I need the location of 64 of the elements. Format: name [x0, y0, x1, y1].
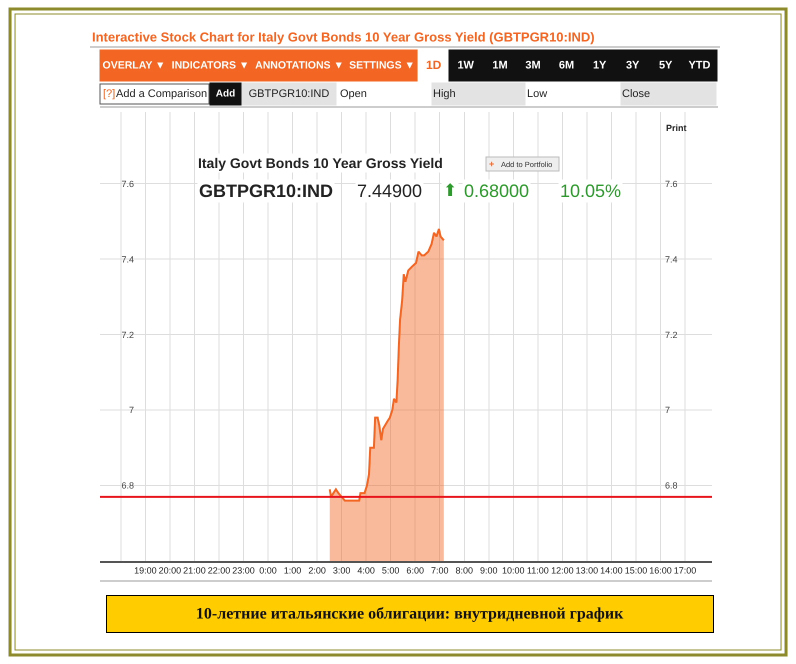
y-tick-label: 7.6 — [121, 178, 134, 189]
chart-title: Interactive Stock Chart for Italy Govt Bonds 10 Year Gross Yield (GBTPGR10:IND) — [92, 30, 595, 45]
text: 3M — [525, 60, 541, 72]
x-tick-label: 9:00 — [480, 566, 498, 576]
text: 1D — [426, 58, 442, 72]
text: 1Y — [592, 60, 608, 72]
annotation: 7.44900 — [357, 181, 422, 201]
y2-tick-label: 6.8 — [665, 480, 678, 491]
text: Add a Comparison — [116, 88, 208, 100]
text: INDICATORS ▼ — [172, 60, 250, 72]
x-tick-label: 15:00 — [624, 566, 648, 576]
y2-tick-label: 7.4 — [665, 254, 678, 264]
text: ANNOTATIONS ▼ — [255, 60, 344, 72]
x-tick-label: 21:00 — [183, 566, 206, 576]
y2-tick-label: 7 — [665, 405, 670, 416]
text: 10-летние итальянские облигации: внутридневной график — [196, 606, 624, 622]
annotation: 0.68000 — [464, 181, 530, 201]
text: Add — [216, 88, 236, 100]
x-tick-label: 13:00 — [576, 566, 598, 576]
text: YTD — [688, 60, 711, 72]
text: 1W — [457, 60, 475, 72]
annotation: + — [489, 159, 494, 169]
annotation: 10.05% — [560, 181, 622, 201]
text: 6M — [558, 60, 574, 72]
text: 3Y — [626, 60, 640, 72]
y-tick-label: 6.8 — [121, 480, 134, 491]
x-tick-label: 10:00 — [502, 566, 525, 576]
x-tick-label: 23:00 — [232, 566, 255, 576]
x-tick-label: 16:00 — [649, 566, 672, 576]
x-tick-label: 12:00 — [551, 566, 574, 576]
x-tick-label: 19:00 — [134, 566, 157, 576]
x-tick-label: 11:00 — [526, 566, 549, 576]
y-tick-label: 7.4 — [121, 254, 134, 264]
text: GBTPGR10:IND — [248, 88, 330, 100]
text: Italy Govt Bonds 10 Year Gross Yield — [198, 155, 443, 171]
x-tick-label: 3:00 — [332, 566, 350, 576]
x-tick-label: 6:00 — [406, 566, 424, 576]
y-tick-label: 7 — [128, 405, 134, 416]
x-tick-label: 8:00 — [455, 566, 474, 576]
text: SETTINGS ▼ — [349, 60, 415, 72]
x-tick-label: 5:00 — [382, 566, 400, 576]
y2-tick-label: 7.6 — [665, 178, 678, 189]
text: 5Y — [658, 60, 674, 72]
x-tick-label: 0:00 — [259, 566, 277, 576]
x-tick-label: 2:00 — [308, 566, 326, 576]
x-tick-label: 14:00 — [600, 566, 623, 576]
annotation: Print — [666, 123, 687, 133]
x-tick-label: 4:00 — [357, 566, 375, 576]
x-tick-label: 1:00 — [284, 566, 302, 576]
x-tick-label: 22:00 — [208, 566, 230, 576]
text: [?] — [103, 88, 116, 100]
text: High — [433, 88, 456, 100]
annotation: ⬆ — [443, 181, 458, 201]
x-tick-label: 7:00 — [430, 566, 448, 576]
y-tick-label: 7.2 — [121, 330, 134, 340]
x-tick-label: 20:00 — [158, 566, 182, 576]
text: 1M — [492, 60, 508, 72]
text: Low — [527, 88, 548, 100]
text: OVERLAY ▼ — [102, 60, 166, 72]
text: Close — [622, 88, 650, 100]
x-tick-label: 17:00 — [674, 566, 696, 576]
annotation: GBTPGR10:IND — [199, 181, 334, 201]
text: Open — [340, 88, 367, 100]
y2-tick-label: 7.2 — [665, 330, 678, 340]
